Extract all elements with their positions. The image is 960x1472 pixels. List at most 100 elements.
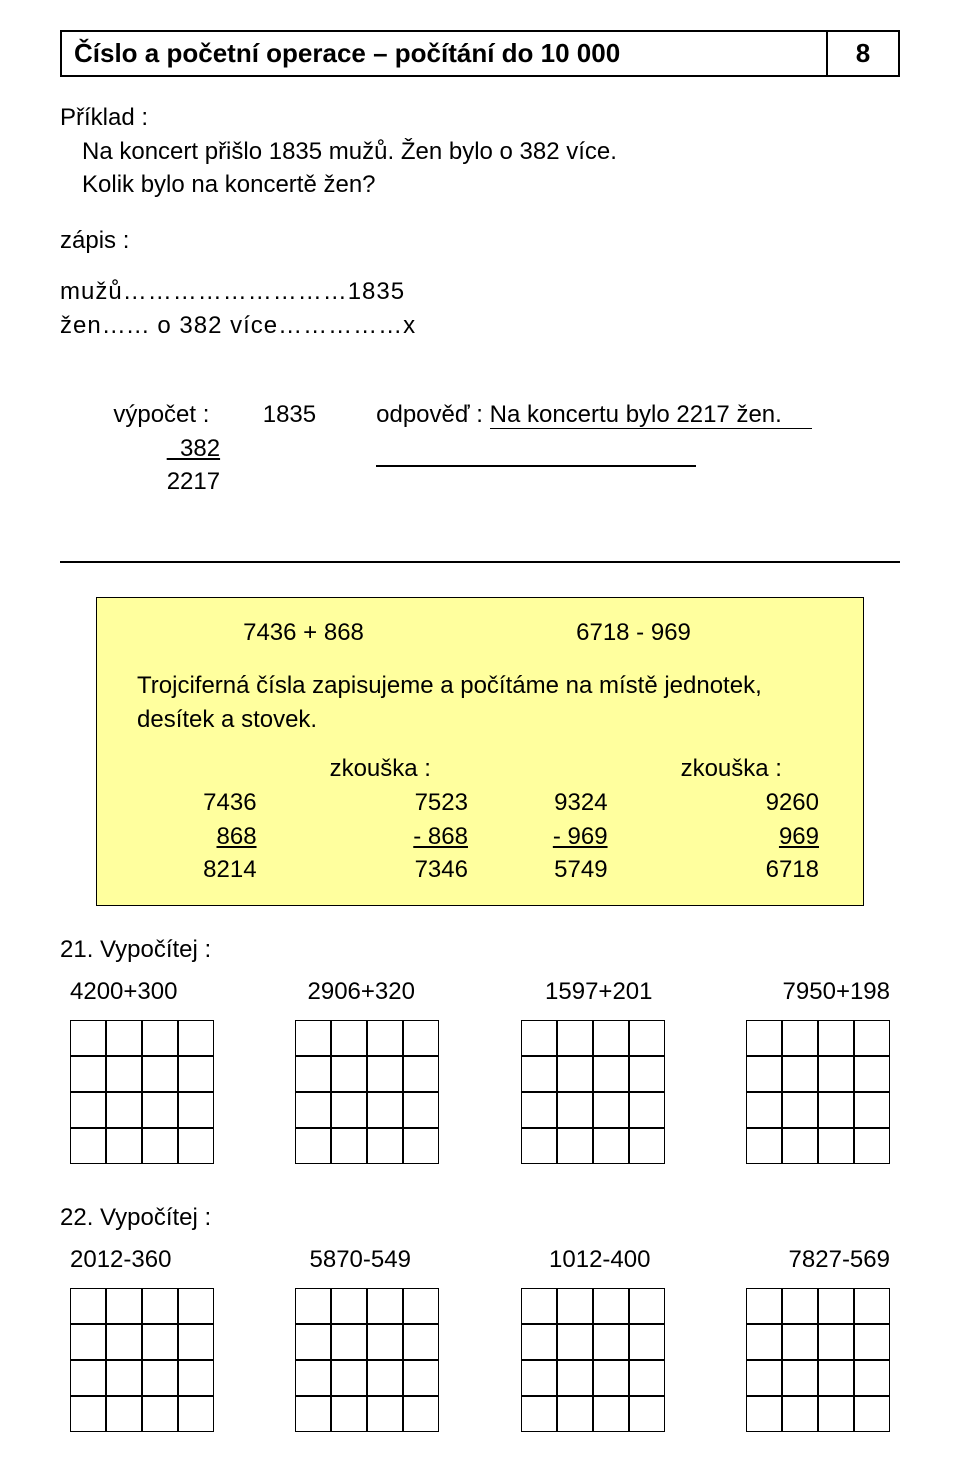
grid-cell xyxy=(593,1128,629,1164)
ex21-grids xyxy=(60,1020,900,1164)
grid-cell xyxy=(782,1360,818,1396)
problem: 7827-569 xyxy=(789,1246,890,1274)
ex21-problems: 4200+300 2906+320 1597+201 7950+198 xyxy=(60,978,900,1006)
grid-cell xyxy=(593,1360,629,1396)
grid-cell xyxy=(142,1396,178,1432)
answer-grid xyxy=(70,1288,214,1432)
ex22-label: 22. Vypočítej : xyxy=(60,1204,900,1232)
grid-cell xyxy=(106,1020,142,1056)
grid-cell xyxy=(629,1288,665,1324)
problem: 2906+320 xyxy=(308,978,415,1006)
problem: 2012-360 xyxy=(70,1246,171,1274)
grid-cell xyxy=(521,1092,557,1128)
grid-cell xyxy=(403,1324,439,1360)
calc-line2: 382 xyxy=(167,435,220,462)
answer-grid xyxy=(746,1288,890,1432)
grid-cell xyxy=(295,1092,331,1128)
grid-cell xyxy=(142,1128,178,1164)
grid-cell xyxy=(521,1396,557,1432)
grid-cell xyxy=(106,1324,142,1360)
grid-cell xyxy=(854,1128,890,1164)
table-row: 8214 7346 5749 6718 xyxy=(137,853,837,887)
grid-cell xyxy=(629,1396,665,1432)
grid-cell xyxy=(295,1396,331,1432)
cell: 7436 xyxy=(137,786,275,820)
zapis-label: zápis : xyxy=(60,224,900,258)
problem: 1012-400 xyxy=(549,1246,650,1274)
grid-cell xyxy=(367,1092,403,1128)
grid-cell xyxy=(557,1128,593,1164)
cell: 7523 xyxy=(275,786,486,820)
grid-cell xyxy=(629,1092,665,1128)
grid-cell xyxy=(403,1056,439,1092)
example-label: Příklad : xyxy=(60,101,900,135)
cell: 5749 xyxy=(486,853,626,887)
problem: 5870-549 xyxy=(310,1246,411,1274)
grid-cell xyxy=(521,1324,557,1360)
grid-cell xyxy=(746,1324,782,1360)
grid-cell xyxy=(178,1092,214,1128)
grid-cell xyxy=(593,1020,629,1056)
grid-cell xyxy=(70,1288,106,1324)
grid-cell xyxy=(106,1092,142,1128)
grid-cell xyxy=(70,1092,106,1128)
grid-cell xyxy=(295,1056,331,1092)
calc-line1: 1835 xyxy=(263,401,316,428)
grid-cell xyxy=(854,1056,890,1092)
grid-cell xyxy=(70,1128,106,1164)
grid-cell xyxy=(746,1360,782,1396)
grid-cell xyxy=(295,1128,331,1164)
box-expr-left: 7436 + 868 xyxy=(243,616,364,650)
grid-cell xyxy=(818,1360,854,1396)
grid-cell xyxy=(854,1324,890,1360)
grid-cell xyxy=(818,1324,854,1360)
page-header: Číslo a početní operace – počítání do 10… xyxy=(60,30,900,77)
grid-cell xyxy=(521,1360,557,1396)
grid-cell xyxy=(782,1128,818,1164)
grid-cell xyxy=(367,1020,403,1056)
grid-cell xyxy=(331,1056,367,1092)
grid-cell xyxy=(818,1092,854,1128)
grid-cell xyxy=(818,1020,854,1056)
grid-cell xyxy=(142,1020,178,1056)
grid-cell xyxy=(746,1396,782,1432)
example-block: Příklad : Na koncert přišlo 1835 mužů. Ž… xyxy=(60,101,900,533)
zapis-zen: žen…... o 382 více……………x xyxy=(60,309,900,343)
grid-cell xyxy=(178,1396,214,1432)
grid-cell xyxy=(557,1324,593,1360)
grid-cell xyxy=(557,1288,593,1324)
grid-cell xyxy=(331,1092,367,1128)
grid-cell xyxy=(818,1128,854,1164)
answer-block: odpověď : Na koncertu bylo 2217 žen. xyxy=(376,365,900,533)
zkouska-label-1: zkouška : xyxy=(275,752,486,786)
cell: 6718 xyxy=(626,853,837,887)
grid-cell xyxy=(854,1360,890,1396)
grid-cell xyxy=(818,1056,854,1092)
grid-cell xyxy=(70,1056,106,1092)
grid-cell xyxy=(782,1324,818,1360)
example-line2: Kolik bylo na koncertě žen? xyxy=(60,168,900,202)
grid-cell xyxy=(70,1020,106,1056)
grid-cell xyxy=(782,1056,818,1092)
grid-cell xyxy=(367,1324,403,1360)
grid-cell xyxy=(818,1396,854,1432)
grid-cell xyxy=(142,1324,178,1360)
grid-cell xyxy=(629,1056,665,1092)
ex22-problems: 2012-360 5870-549 1012-400 7827-569 xyxy=(60,1246,900,1274)
answer-grid xyxy=(295,1020,439,1164)
zkouska-label-2: zkouška : xyxy=(626,752,837,786)
answer-label: odpověď : xyxy=(376,401,483,428)
grid-cell xyxy=(403,1020,439,1056)
grid-cell xyxy=(331,1324,367,1360)
grid-cell xyxy=(70,1324,106,1360)
grid-cell xyxy=(557,1360,593,1396)
calc-line3: 2217 xyxy=(167,468,220,495)
grid-cell xyxy=(142,1092,178,1128)
grid-cell xyxy=(521,1288,557,1324)
grid-cell xyxy=(403,1396,439,1432)
grid-cell xyxy=(331,1020,367,1056)
grid-cell xyxy=(557,1020,593,1056)
grid-cell xyxy=(629,1128,665,1164)
grid-cell xyxy=(331,1360,367,1396)
answer-text: Na koncertu bylo 2217 žen. xyxy=(490,401,812,429)
